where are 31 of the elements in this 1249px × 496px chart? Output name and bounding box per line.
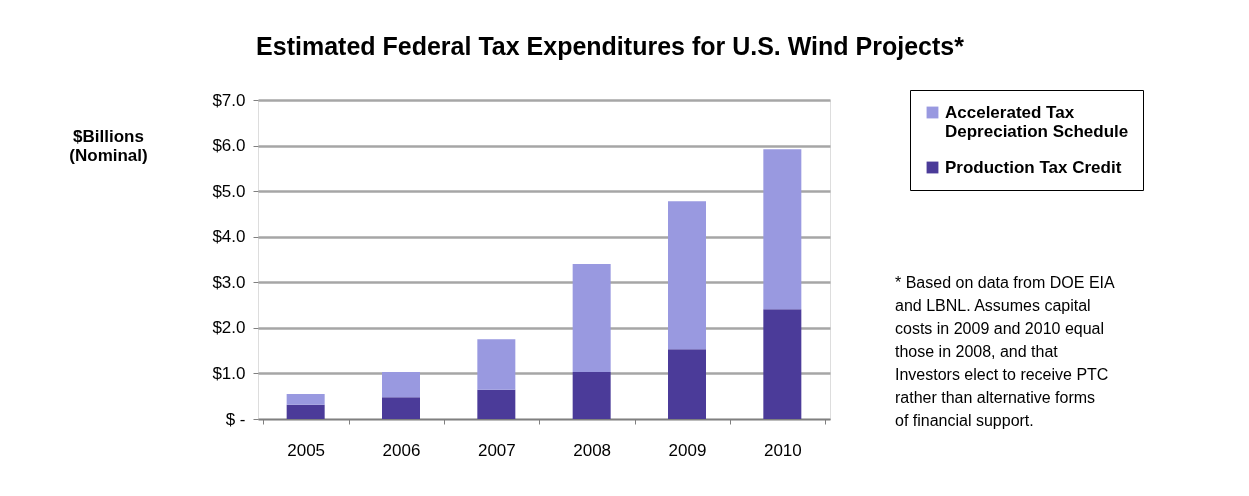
x-tick-label: 2005	[287, 440, 326, 460]
bar	[572, 264, 611, 373]
y-tick-label: $5.0	[212, 181, 246, 201]
y-tick-label: $7.0	[212, 90, 246, 110]
bar	[668, 349, 706, 419]
y-tick-label: $ -	[225, 409, 246, 429]
y-tick-label: $3.0	[212, 272, 246, 292]
legend-label: Accelerated Tax Depreciation Schedule	[945, 102, 1129, 141]
bar	[572, 372, 611, 419]
bar	[477, 389, 516, 419]
x-tick-label: 2006	[382, 440, 421, 460]
y-tick-label: $6.0	[212, 136, 246, 156]
bar	[763, 149, 802, 310]
chart-title: Estimated Federal Tax Expenditures for U.S. Wind Projects*	[256, 31, 965, 60]
y-tick-label: $1.0	[212, 363, 246, 383]
y-tick-label: $4.0	[212, 227, 246, 247]
bar	[477, 339, 516, 390]
bar	[763, 309, 802, 419]
x-tick-label: 2007	[477, 440, 516, 460]
bar	[382, 397, 420, 419]
bar	[286, 404, 325, 419]
text: * Based on data from DOE EIA and LBNL. Assumes capital costs in 2009 and 2010 equal those in 2008, and that Investors elect to receive PTC rather than alternative forms of financial support.	[895, 274, 1115, 429]
x-tick-label: 2010	[763, 440, 802, 460]
y-tick-label: $2.0	[212, 318, 246, 338]
y-axis-title: $Billions (Nominal)	[69, 126, 148, 165]
bar	[286, 393, 325, 405]
bar	[668, 201, 706, 350]
x-tick-label: 2009	[668, 440, 707, 460]
bar	[382, 372, 420, 398]
legend-label: Production Tax Credit	[945, 157, 1122, 177]
x-tick-label: 2008	[573, 440, 612, 460]
